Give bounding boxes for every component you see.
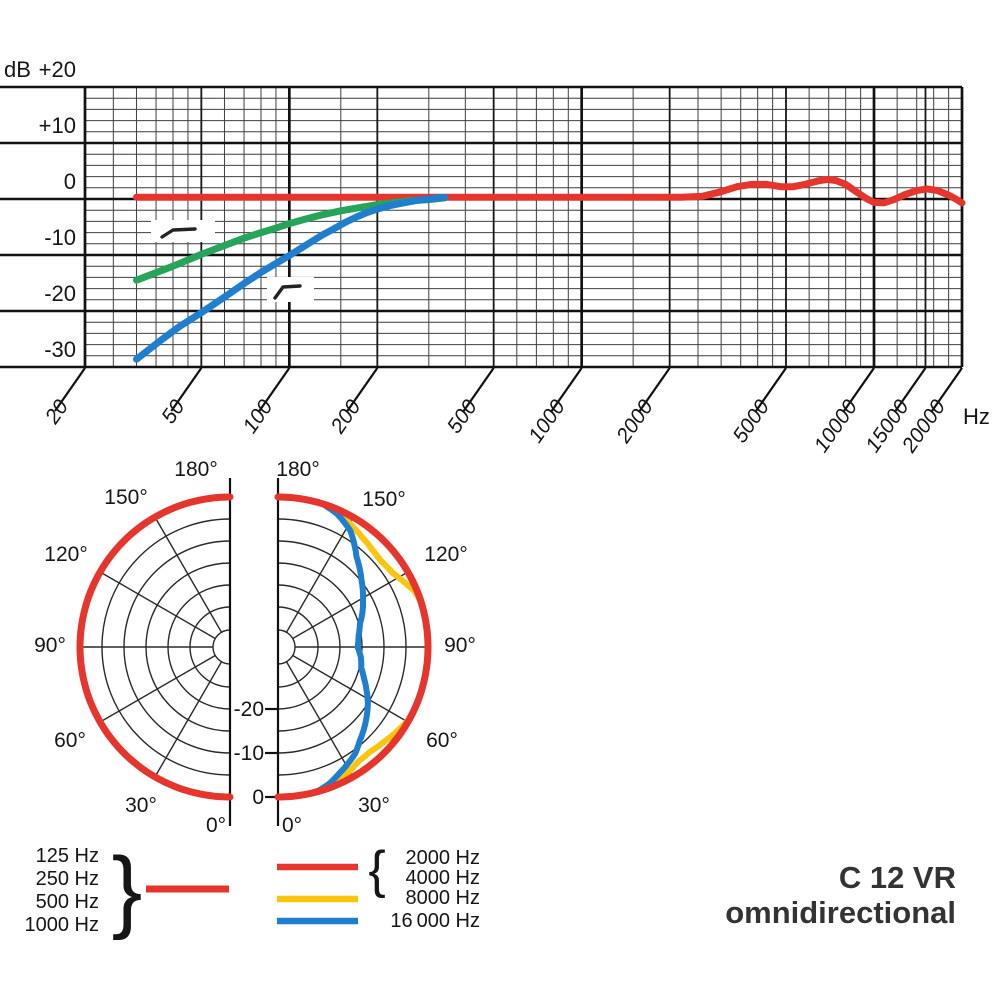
y-tick-label-+10: +10 [39, 113, 76, 138]
x-tick-slash-500 [462, 367, 495, 412]
polar-curve-left-125-1000hz [76, 493, 234, 801]
polar-spoke-60 [292, 654, 409, 723]
polar-angle-label-right-180°: 180° [276, 458, 319, 481]
x-tick-label-20: 20 [40, 395, 73, 428]
polar-angle-label-left-120°: 120° [44, 543, 87, 566]
polar-hub-circle [277, 629, 296, 665]
polar-angle-label-left-30°: 30° [125, 794, 157, 817]
x-tick-slash-100 [258, 367, 291, 412]
x-tick-label-2000: 2000 [612, 395, 658, 448]
fr-curve-bass-cut-12db-oct [133, 193, 449, 363]
polar-curve-right-2000-4000hz [274, 493, 432, 801]
polar-spoke-30 [154, 661, 223, 778]
polar-angle-label-left-180°: 180° [174, 458, 217, 481]
figure-title: C 12 VR omnidirectional [725, 860, 956, 930]
polar-angle-label-right-120°: 120° [424, 543, 467, 566]
x-tick-label-200: 200 [326, 395, 366, 438]
polar-angle-label-right-150°: 150° [362, 488, 405, 511]
legend-label-1000hz: 1000 Hz [25, 914, 100, 936]
x-tick-label-10000: 10000 [810, 395, 863, 456]
legend-label-8000hz: 8000 Hz [406, 887, 481, 909]
frequency-response-curves [133, 175, 966, 363]
polar-angle-label-right-60°: 60° [426, 729, 458, 752]
x-tick-slash-200 [346, 367, 379, 412]
polar-angle-label-left-0°: 0° [206, 814, 226, 837]
x-tick-label-50: 50 [157, 395, 189, 428]
y-tick-label-0: 0 [64, 169, 76, 194]
polar-spoke-150 [154, 516, 223, 633]
x-tick-slash-2000 [638, 367, 671, 412]
y-tick-label-+20: +20 [39, 57, 76, 82]
x-tick-label-100: 100 [238, 395, 277, 437]
polar-angle-label-right-30°: 30° [358, 794, 390, 817]
fr-curve-response-125hz-4khz [133, 175, 966, 207]
x-tick-slash-10000 [843, 367, 875, 412]
frequency-response-grid [0, 85, 964, 369]
polar-db-label--20: -20 [234, 698, 264, 721]
y-tick-label--20: -20 [44, 281, 76, 306]
polar-diagrams: 0 -10 -20 180° 180° 150° 150° 120° 120° 90° 90° 60°… [34, 458, 476, 837]
polar-spoke-120 [99, 571, 216, 640]
polar-spoke-150 [285, 516, 354, 633]
pattern-name: omnidirectional [725, 895, 956, 930]
x-tick-slash-15000 [894, 367, 927, 412]
legend-label-500hz: 500 Hz [36, 891, 99, 913]
polar-angle-label-right-90°: 90° [444, 634, 476, 657]
polar-hub-circle [212, 629, 231, 665]
y-tick-label--10: -10 [44, 225, 76, 250]
frequency-response-labels: dB Hz +20 +10 0 -10 -20 -30 20 50 100 200 500 1000 2… [4, 57, 990, 458]
x-tick-slash-20000 [931, 367, 963, 412]
y-tick-label--30: -30 [44, 337, 76, 362]
polar-angle-label-right-0°: 0° [282, 814, 302, 837]
legend-brace-right: { [368, 841, 385, 899]
legend-brace-left: } [112, 839, 143, 941]
polar-db-label--10: -10 [234, 742, 264, 765]
x-tick-slash-50 [170, 367, 203, 412]
polar-angle-label-left-90°: 90° [34, 634, 66, 657]
x-tick-slash-20 [54, 367, 86, 412]
x-tick-label-500: 500 [443, 395, 482, 437]
x-tick-slash-5000 [755, 367, 787, 412]
legend-label-16000hz: 16 000 Hz [390, 910, 480, 932]
x-tick-label-5000: 5000 [728, 395, 774, 447]
polar-curve-right-16000hz [275, 494, 371, 800]
bass-cut-steep-icon [273, 284, 302, 300]
polar-spoke-120 [292, 571, 409, 640]
x-tick-label-1000: 1000 [524, 395, 570, 447]
polar-db-label-0: 0 [252, 786, 264, 809]
x-axis-unit-label: Hz [963, 404, 990, 429]
bass-cut-gentle-icon [160, 227, 197, 239]
legend-label-125hz: 125 Hz [36, 845, 99, 867]
legend-label-4000hz: 4000 Hz [406, 867, 481, 889]
polar-spoke-30 [285, 661, 354, 778]
legend-label-2000hz: 2000 Hz [406, 847, 481, 869]
polar-angle-label-left-60°: 60° [54, 729, 86, 752]
filter-symbol-icons [151, 220, 314, 302]
legend-label-250hz: 250 Hz [36, 868, 99, 890]
model-name: C 12 VR [839, 860, 956, 895]
x-tick-slash-1000 [550, 367, 583, 412]
polar-angle-label-left-150°: 150° [104, 486, 147, 509]
y-axis-unit-label: dB [4, 57, 31, 82]
polar-spoke-60 [99, 654, 216, 723]
